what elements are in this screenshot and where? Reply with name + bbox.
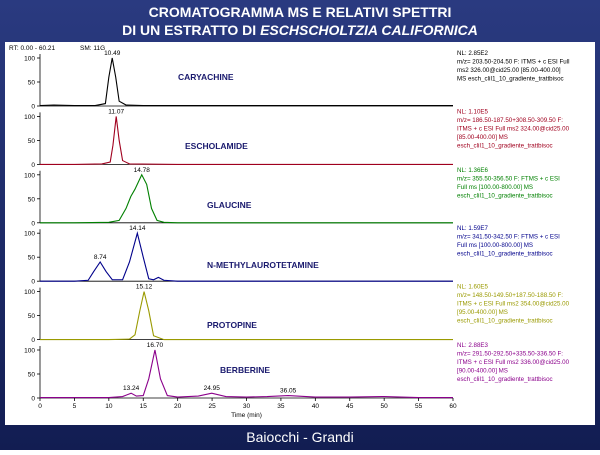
scan-info: NL: 1.59E7	[457, 225, 489, 232]
trace	[39, 57, 453, 107]
x-tick-label: 50	[381, 403, 389, 410]
y-tick-label: 100	[24, 348, 35, 355]
scan-info: esch_cliI1_10_gradiente_trattbisoc	[457, 318, 553, 325]
scan-info: ms2 326.00@cid25.00 [85.00-400.00]	[457, 67, 561, 74]
x-tick-label: 25	[208, 403, 216, 410]
y-tick-label: 50	[28, 313, 36, 320]
trace	[40, 173, 453, 224]
y-tick-label: 0	[31, 396, 35, 403]
y-tick-label: 0	[31, 337, 35, 344]
scan-info: esch_cliI1_10_gradiente_trattbisoc	[457, 251, 553, 258]
x-axis-title: Time (min)	[231, 412, 262, 419]
scan-info: NL: 2.88E3	[457, 342, 489, 349]
title: CROMATOGRAMMA MS E RELATIVI SPETTRI	[149, 4, 452, 20]
scan-info: [95.00-400.00] MS	[457, 309, 508, 316]
y-tick-label: 100	[24, 231, 35, 238]
x-tick-label: 30	[243, 403, 251, 410]
x-tick-label: 45	[346, 403, 354, 410]
scan-info: MS esch_cliI1_10_gradiente_trattbisoc	[457, 76, 564, 83]
title-part: DI UN ESTRATTO DI	[122, 22, 260, 38]
compound-label: BERBERINE	[220, 365, 270, 375]
title-part: ESCHSCHOLTZIA CALIFORNICA	[260, 22, 478, 38]
y-tick-label: 100	[24, 172, 35, 179]
rt-range: RT: 0.00 - 60.21	[9, 45, 56, 52]
y-tick-label: 0	[31, 279, 35, 286]
trace	[40, 349, 453, 399]
scan-info: esch_cliI1_10_gradiente_trattbisoc	[457, 376, 553, 383]
y-tick-label: 50	[28, 372, 36, 379]
scan-info: ITMS + c ESI Full ms2 354.00@cid25.00	[457, 301, 570, 308]
x-tick-label: 35	[277, 403, 285, 410]
x-tick-label: 0	[38, 403, 42, 410]
scan-info: m/z= 186.50-187.50+308.50-309.50 F:	[457, 117, 563, 124]
y-tick-label: 50	[28, 80, 36, 87]
trace	[40, 291, 453, 341]
scan-info: NL: 1.60E5	[457, 284, 489, 291]
y-tick-label: 100	[24, 56, 35, 63]
compound-label: ESCHOLAMIDE	[185, 141, 248, 151]
compound-label: N-METHYLAUROTETAMINE	[207, 260, 319, 270]
x-tick-label: 55	[415, 403, 423, 410]
smoothing: SM: 11G	[80, 45, 105, 52]
scan-info: m/z= 148.50-149.50+187.50-188.50 F:	[457, 292, 563, 299]
x-tick-label: 60	[449, 403, 457, 410]
peak-label: 24.95	[204, 385, 221, 392]
title: DI UN ESTRATTO DI ESCHSCHOLTZIA CALIFORN…	[122, 22, 478, 38]
peak-label: 8.74	[94, 254, 107, 261]
x-tick-label: 15	[140, 403, 148, 410]
y-tick-label: 50	[28, 196, 36, 203]
scan-info: Full ms [100.00-800.00] MS	[457, 184, 533, 191]
scan-info: NL: 1.10E5	[457, 108, 489, 115]
scan-info: NL: 2.85E2	[457, 50, 489, 57]
footer: Baiocchi - Grandi	[246, 429, 353, 445]
peak-label: 15.12	[136, 284, 153, 291]
scan-info: esch_cliI1_10_gradiente_trattbisoc	[457, 192, 553, 199]
scan-info: m/z= 341.50-342.50 F: FTMS + c ESI	[457, 234, 560, 241]
scan-info: ITMS + c ESI Full ms2 324.00@cid25.00	[457, 125, 570, 132]
scan-info: ITMS + c ESI Full ms2 336.00@cid25.00	[457, 359, 570, 366]
scan-info: esch_cliI1_10_gradiente_trattbisoc	[457, 142, 553, 149]
scan-info: [90.00-400.00] MS	[457, 368, 508, 375]
x-tick-label: 10	[105, 403, 113, 410]
y-tick-label: 50	[28, 255, 36, 262]
scan-info: m/z= 203.50-204.50 F: ITMS + c ESI Full	[457, 59, 569, 66]
trace	[40, 116, 453, 165]
compound-label: CARYACHINE	[178, 72, 234, 82]
compound-label: GLAUCINE	[207, 200, 252, 210]
scan-info: NL: 1.36E6	[457, 167, 489, 174]
peak-label: 10.49	[104, 50, 121, 57]
x-tick-label: 40	[312, 403, 320, 410]
scan-info: [85.00-400.00] MS	[457, 134, 508, 141]
trace	[40, 231, 453, 282]
y-tick-label: 0	[31, 104, 35, 111]
scan-info: Full ms [100.00-800.00] MS	[457, 242, 533, 249]
peak-label: 16.70	[147, 342, 164, 349]
peak-label: 13.24	[123, 385, 140, 392]
peak-label: 11.07	[108, 108, 124, 115]
peak-label: 14.78	[134, 167, 151, 174]
y-tick-label: 0	[31, 162, 35, 169]
y-tick-label: 100	[24, 114, 35, 121]
y-tick-label: 0	[31, 220, 35, 227]
peak-label: 14.14	[129, 225, 146, 232]
x-tick-label: 5	[73, 403, 77, 410]
x-tick-label: 20	[174, 403, 182, 410]
compound-label: PROTOPINE	[207, 320, 257, 330]
peak-label: 36.05	[280, 388, 297, 395]
y-tick-label: 100	[24, 289, 35, 296]
scan-info: m/z= 355.50-356.50 F: FTMS + c ESI	[457, 175, 560, 182]
scan-info: m/z= 291.50-292.50+335.50-336.50 F:	[457, 351, 563, 358]
y-tick-label: 50	[28, 138, 36, 145]
